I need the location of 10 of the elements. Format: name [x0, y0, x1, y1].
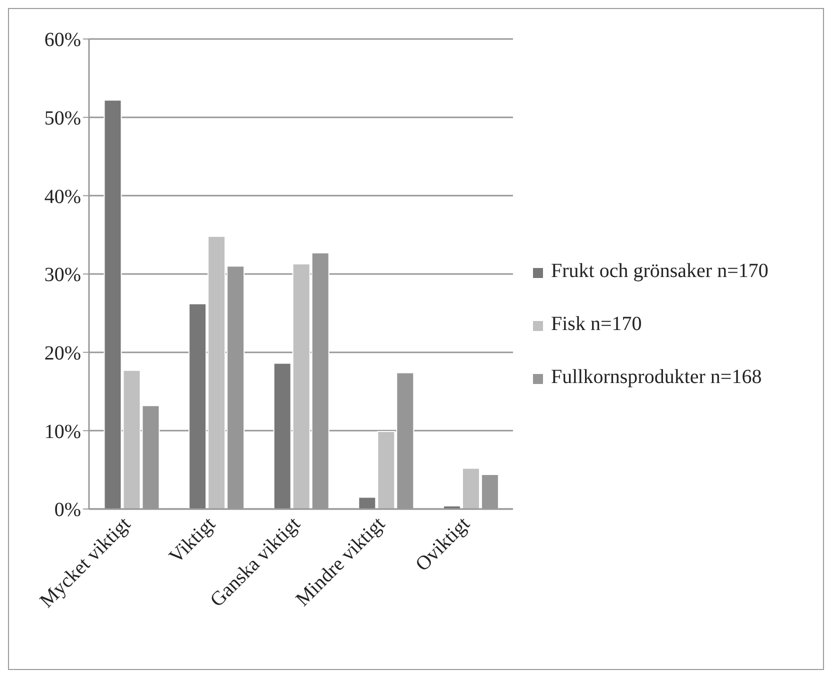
y-tick-label: 50%	[44, 107, 81, 130]
y-tick-label: 0%	[54, 499, 81, 522]
legend-label: Fisk n=170	[551, 312, 642, 336]
y-tick-label: 40%	[44, 186, 81, 208]
legend-label: Frukt och grönsaker n=170	[551, 260, 768, 282]
y-tick-label: 10%	[44, 420, 81, 443]
legend-label: Fullkornsprodukter n=168	[551, 366, 762, 388]
y-tick-label: 60%	[44, 29, 81, 52]
y-tick-label: 30%	[44, 264, 81, 286]
y-tick-label: 20%	[44, 342, 81, 364]
